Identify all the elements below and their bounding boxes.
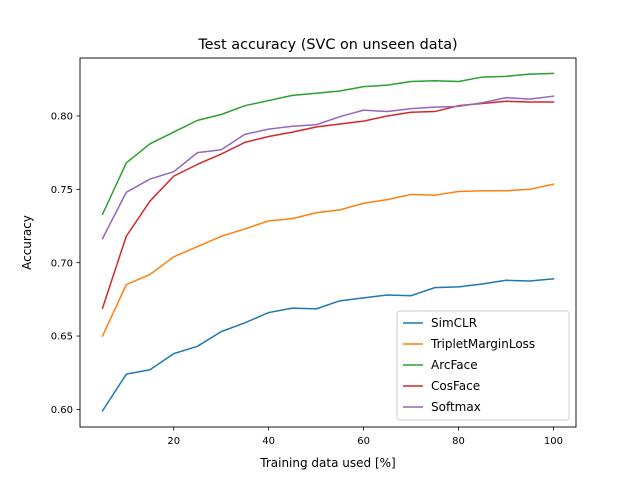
x-axis-ticks: 20 40 60 80 100 <box>167 427 563 447</box>
x-tick-label: 40 <box>262 436 275 447</box>
y-axis-label: Accuracy <box>20 215 34 270</box>
legend-label-1: TripletMarginLoss <box>430 337 535 351</box>
y-tick-label: 0.75 <box>51 185 73 196</box>
x-tick-label: 20 <box>167 436 180 447</box>
legend-label-3: CosFace <box>431 379 480 393</box>
y-tick-label: 0.80 <box>51 112 73 123</box>
series-line-1 <box>101 183 555 338</box>
legend-label-4: Softmax <box>431 400 481 414</box>
legend-label-0: SimCLR <box>431 316 477 330</box>
series-line-3 <box>101 100 555 310</box>
legend-label-2: ArcFace <box>431 358 478 372</box>
chart-title: Test accuracy (SVC on unseen data) <box>197 37 457 53</box>
y-axis-ticks: 0.60 0.65 0.70 0.75 0.80 <box>51 112 80 416</box>
series-line-4 <box>101 95 555 240</box>
series-line-0 <box>101 277 555 412</box>
y-tick-label: 0.60 <box>51 405 73 416</box>
y-tick-label: 0.70 <box>51 258 73 269</box>
legend: SimCLR TripletMarginLoss ArcFace CosFace Sof… <box>396 310 570 421</box>
y-tick-label: 0.65 <box>51 332 73 343</box>
series-line-2 <box>101 72 555 216</box>
plot-frame <box>79 57 577 428</box>
x-axis-label: Training data used [%] <box>259 456 395 470</box>
x-tick-label: 60 <box>357 436 370 447</box>
plot-lines <box>101 72 555 412</box>
x-tick-label: 100 <box>544 436 563 447</box>
x-tick-label: 80 <box>452 436 465 447</box>
legend-box <box>396 310 570 421</box>
